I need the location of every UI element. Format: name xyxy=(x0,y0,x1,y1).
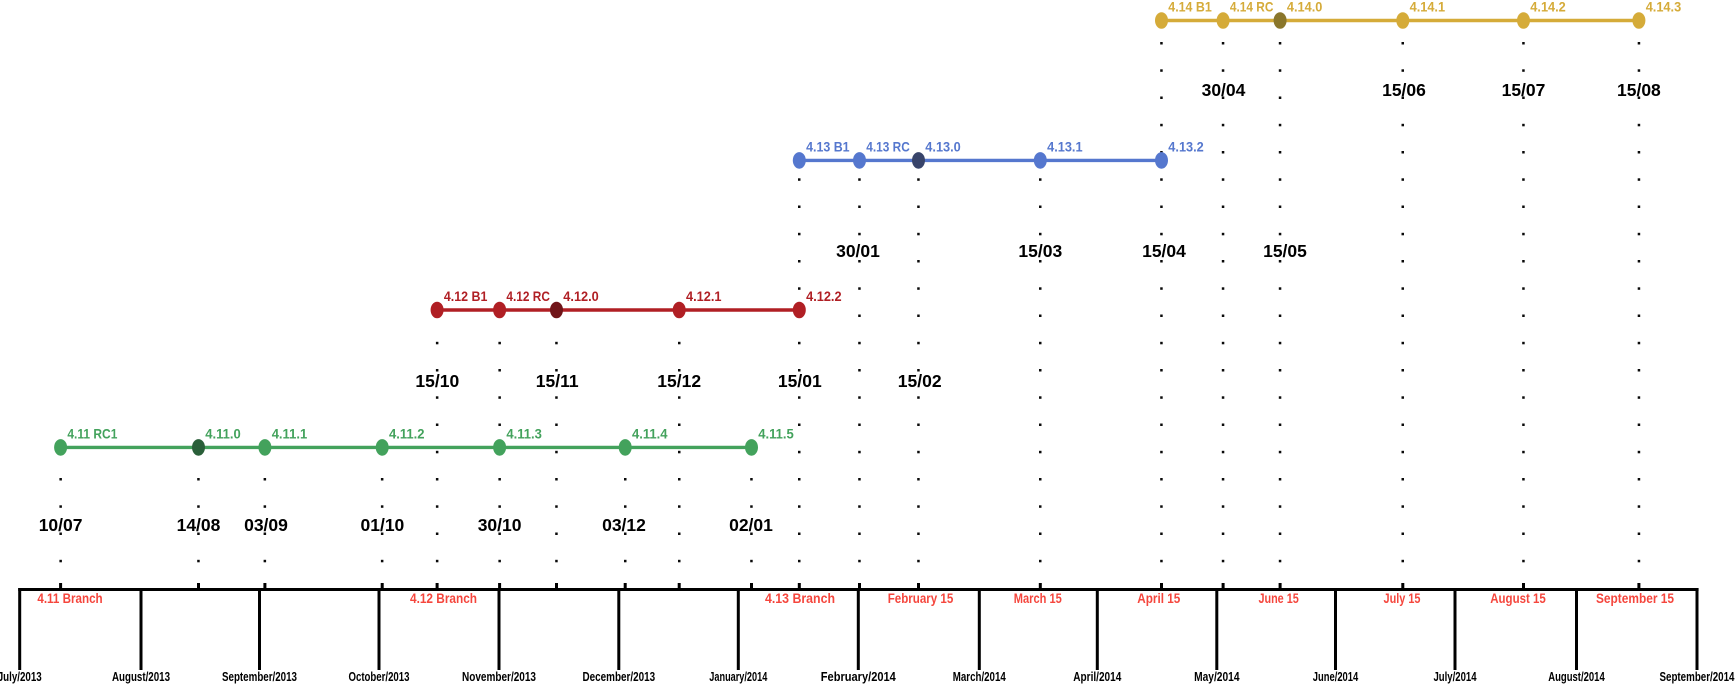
svg-text:03/12: 03/12 xyxy=(602,515,646,535)
svg-text:4.11 RC1: 4.11 RC1 xyxy=(67,425,117,441)
svg-text:4.11.1: 4.11.1 xyxy=(272,425,308,441)
svg-text:15/11: 15/11 xyxy=(536,371,579,391)
svg-text:01/10: 01/10 xyxy=(361,515,405,535)
svg-text:15/06: 15/06 xyxy=(1382,80,1426,100)
svg-text:July/2014: July/2014 xyxy=(1434,669,1478,684)
svg-text:February 15: February 15 xyxy=(888,590,954,606)
svg-text:4.12 Branch: 4.12 Branch xyxy=(410,590,477,606)
svg-text:August/2013: August/2013 xyxy=(112,669,170,684)
svg-text:April 15: April 15 xyxy=(1137,590,1180,606)
svg-text:4.11.2: 4.11.2 xyxy=(389,425,425,441)
svg-text:4.11.0: 4.11.0 xyxy=(205,425,241,441)
svg-text:February/2014: February/2014 xyxy=(821,669,897,684)
svg-text:15/12: 15/12 xyxy=(657,371,701,391)
svg-text:02/01: 02/01 xyxy=(729,515,773,535)
svg-text:03/09: 03/09 xyxy=(244,515,288,535)
svg-text:30/04: 30/04 xyxy=(1202,80,1246,100)
svg-text:June/2014: June/2014 xyxy=(1313,669,1359,684)
svg-text:November/2013: November/2013 xyxy=(462,669,536,684)
svg-text:4.14 RC: 4.14 RC xyxy=(1230,0,1274,15)
svg-text:4.13 Branch: 4.13 Branch xyxy=(765,590,835,606)
svg-text:15/05: 15/05 xyxy=(1263,241,1307,261)
svg-text:15/02: 15/02 xyxy=(898,371,942,391)
svg-text:15/08: 15/08 xyxy=(1617,80,1661,100)
svg-text:30/10: 30/10 xyxy=(478,515,522,535)
svg-text:July 15: July 15 xyxy=(1384,590,1421,606)
svg-text:October/2013: October/2013 xyxy=(349,669,410,684)
svg-text:August 15: August 15 xyxy=(1490,590,1546,606)
svg-text:4.13 RC: 4.13 RC xyxy=(866,138,910,154)
svg-text:4.13 B1: 4.13 B1 xyxy=(806,138,850,154)
svg-text:4.14.2: 4.14.2 xyxy=(1530,0,1566,15)
svg-text:January/2014: January/2014 xyxy=(709,669,768,684)
svg-text:4.12.1: 4.12.1 xyxy=(686,288,722,304)
svg-text:4.13.0: 4.13.0 xyxy=(925,138,961,154)
svg-text:April/2014: April/2014 xyxy=(1073,669,1122,684)
svg-text:4.14.1: 4.14.1 xyxy=(1410,0,1446,15)
svg-text:30/01: 30/01 xyxy=(836,241,880,261)
svg-text:4.12.0: 4.12.0 xyxy=(563,288,599,304)
svg-text:15/01: 15/01 xyxy=(778,371,822,391)
svg-text:4.11 Branch: 4.11 Branch xyxy=(37,590,102,606)
svg-text:September/2013: September/2013 xyxy=(222,669,297,684)
svg-text:4.11.3: 4.11.3 xyxy=(506,425,542,441)
svg-text:4.13.2: 4.13.2 xyxy=(1168,138,1204,154)
svg-text:4.14 B1: 4.14 B1 xyxy=(1168,0,1212,15)
svg-text:March/2014: March/2014 xyxy=(953,669,1007,684)
svg-text:June 15: June 15 xyxy=(1258,590,1298,606)
svg-text:December/2013: December/2013 xyxy=(583,669,656,684)
svg-text:March 15: March 15 xyxy=(1014,590,1062,606)
svg-text:15/10: 15/10 xyxy=(415,371,459,391)
svg-text:August/2014: August/2014 xyxy=(1548,669,1605,684)
svg-text:10/07: 10/07 xyxy=(39,515,83,535)
svg-text:4.14.0: 4.14.0 xyxy=(1287,0,1323,15)
svg-text:September 15: September 15 xyxy=(1596,590,1674,606)
svg-text:4.11.5: 4.11.5 xyxy=(758,425,794,441)
svg-text:September/2014: September/2014 xyxy=(1660,669,1735,684)
svg-text:4.12 RC: 4.12 RC xyxy=(506,288,550,304)
svg-text:4.11.4: 4.11.4 xyxy=(632,425,668,441)
svg-text:May/2014: May/2014 xyxy=(1194,669,1240,684)
svg-text:July/2013: July/2013 xyxy=(0,669,42,684)
svg-text:15/07: 15/07 xyxy=(1502,80,1546,100)
svg-text:4.13.1: 4.13.1 xyxy=(1047,138,1083,154)
svg-text:14/08: 14/08 xyxy=(177,515,221,535)
svg-text:4.14.3: 4.14.3 xyxy=(1646,0,1682,15)
svg-text:4.12.2: 4.12.2 xyxy=(806,288,842,304)
svg-text:15/03: 15/03 xyxy=(1018,241,1062,261)
svg-text:15/04: 15/04 xyxy=(1142,241,1186,261)
svg-text:4.12 B1: 4.12 B1 xyxy=(444,288,488,304)
